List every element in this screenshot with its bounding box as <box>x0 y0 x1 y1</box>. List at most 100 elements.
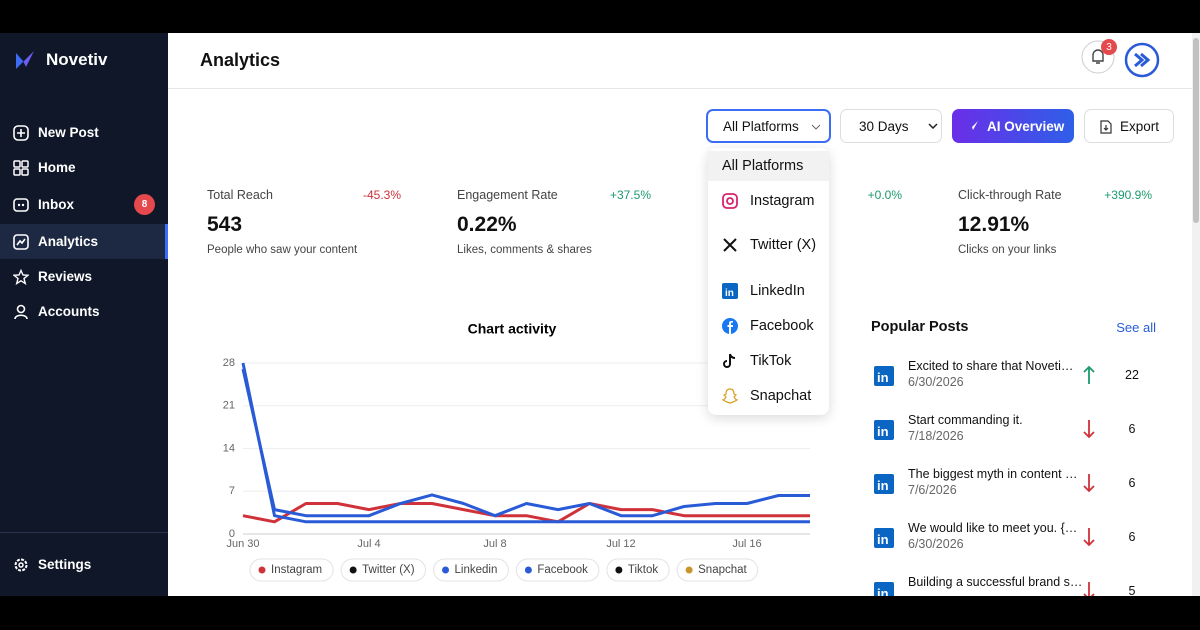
option-label: Snapchat <box>750 388 812 404</box>
post-date: 6/30/2026 <box>908 375 964 389</box>
x-tick-label: Jul 12 <box>606 538 635 550</box>
stat-value: 543 <box>207 213 243 236</box>
stat-change: -45.3% <box>362 188 401 202</box>
x-tick-label: Jul 8 <box>483 538 506 550</box>
post-title[interactable]: The biggest myth in content … <box>908 467 1078 481</box>
nav-item[interactable]: Reviews <box>0 259 168 294</box>
stat-label: Total Reach <box>207 188 274 202</box>
legend-label: Facebook <box>537 564 588 576</box>
post-date: 6/30/2026 <box>908 537 964 551</box>
button-label: Export <box>1120 118 1160 134</box>
linkedin-icon: in <box>874 420 894 440</box>
app: Novetiv New Post Home Inbox 8 Analytics R… <box>0 33 1200 596</box>
button-label: AI Overview <box>987 118 1065 134</box>
post-title[interactable]: Excited to share that Noveti… <box>908 359 1074 373</box>
post-title[interactable]: We would like to meet you. {… <box>908 521 1078 535</box>
y-tick-label: 0 <box>229 528 235 540</box>
legend-pill <box>249 558 334 582</box>
series-line <box>242 502 810 524</box>
legend-item[interactable]: Facebook <box>515 558 600 582</box>
select-value: All Platforms <box>723 118 799 134</box>
legend-item[interactable]: Twitter (X) <box>340 558 427 582</box>
legend-label: Twitter (X) <box>362 564 415 576</box>
option-label: LinkedIn <box>750 283 805 299</box>
stat-caption: People who saw your content <box>207 244 358 256</box>
post-count: 6 <box>1128 422 1136 436</box>
stat-caption: Likes, comments & shares <box>457 244 592 256</box>
menu-option[interactable]: Instagram <box>708 186 829 216</box>
post-count: 6 <box>1128 530 1136 544</box>
avatar[interactable] <box>1124 42 1161 79</box>
page-title: Analytics <box>200 50 281 70</box>
legend-label: Instagram <box>271 564 322 576</box>
linkedin-icon: in <box>874 528 894 548</box>
svg-text:in: in <box>725 288 734 299</box>
legend-dot <box>685 566 693 574</box>
nav-item[interactable]: Accounts <box>0 294 168 329</box>
settings[interactable]: Settings <box>0 547 168 582</box>
menu-option[interactable]: All Platforms <box>708 151 829 181</box>
option-label: TikTok <box>750 353 792 369</box>
menu-option[interactable]: in LinkedIn <box>708 276 829 306</box>
see-all-link[interactable]: See all <box>1116 320 1156 335</box>
nav-label: Settings <box>38 557 92 572</box>
stat-value: 12.91% <box>958 213 1030 236</box>
y-tick-label: 28 <box>223 357 235 369</box>
legend-item[interactable]: Instagram <box>249 558 334 582</box>
nav-label: Analytics <box>38 234 99 249</box>
legend-item[interactable]: Tiktok <box>606 558 670 582</box>
menu-option[interactable]: TikTok <box>708 346 829 376</box>
y-tick-label: 21 <box>223 400 235 412</box>
trend-arrow <box>1083 528 1095 547</box>
post-date: 7/6/2026 <box>908 483 957 497</box>
nav-label: New Post <box>38 125 99 140</box>
linkedin-icon: in <box>874 582 894 596</box>
ai-overview-button[interactable]: AI Overview <box>952 109 1074 143</box>
trend-arrow <box>1083 474 1095 493</box>
nav-item[interactable]: New Post <box>0 115 168 150</box>
post-count: 6 <box>1128 476 1136 490</box>
legend-item[interactable]: Linkedin <box>433 558 509 582</box>
menu-option[interactable]: Facebook <box>708 311 829 341</box>
series-line <box>241 368 810 518</box>
nav-item[interactable]: Analytics <box>0 224 168 259</box>
post-title[interactable]: Building a successful brand s… <box>908 575 1083 589</box>
header-border <box>168 88 1192 89</box>
legend-dot <box>442 566 450 574</box>
svg-text:in: in <box>877 478 889 493</box>
platform-select[interactable]: All Platforms <box>706 109 831 143</box>
legend-item[interactable]: Snapchat <box>676 558 759 582</box>
scroll-thumb <box>1193 38 1199 223</box>
legend-pill <box>676 558 759 582</box>
option-label: Facebook <box>750 318 814 334</box>
export-button[interactable]: Export <box>1084 109 1174 143</box>
trend-arrow <box>1083 365 1095 384</box>
menu-option[interactable]: Twitter (X) <box>708 220 829 270</box>
legend-label: Tiktok <box>628 564 658 576</box>
sidebar: Novetiv New Post Home Inbox 8 Analytics R… <box>0 33 168 596</box>
svg-text:in: in <box>877 424 889 439</box>
svg-text:in: in <box>877 586 889 596</box>
range-select[interactable]: 30 Days <box>840 109 942 143</box>
nav-item[interactable]: Home <box>0 150 168 185</box>
select-value: 30 Days <box>859 118 909 134</box>
post-date: 7/18/2026 <box>908 429 964 443</box>
stat-label: Click-through Rate <box>958 188 1062 202</box>
nav-label: Accounts <box>38 304 100 319</box>
y-tick-label: 14 <box>223 442 235 454</box>
stat-value: 0.22% <box>457 213 517 236</box>
x-tick-label: Jun 30 <box>226 538 259 550</box>
stat-change: +37.5% <box>609 188 651 202</box>
post-count: 22 <box>1125 368 1139 382</box>
post-title[interactable]: Start commanding it. <box>908 413 1023 427</box>
nav-label: Inbox <box>38 197 74 212</box>
legend-pill <box>515 558 600 582</box>
stat-change: +0.0% <box>867 188 902 202</box>
notification-badge: 3 <box>1101 39 1117 55</box>
legend-pill <box>606 558 670 582</box>
menu-option[interactable]: Snapchat <box>708 381 829 411</box>
logo <box>16 51 34 69</box>
stat-caption: Clicks on your links <box>958 244 1057 256</box>
nav-item[interactable]: Inbox 8 <box>0 187 168 222</box>
